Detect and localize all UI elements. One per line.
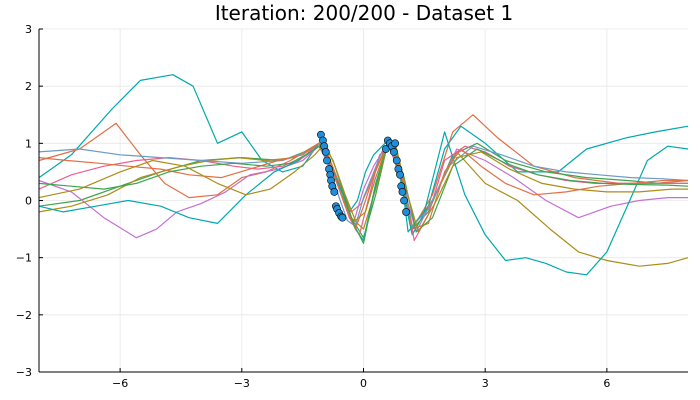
series-line-1 [38, 114, 689, 230]
x-tick-label-4: 6 [603, 377, 610, 390]
y-tick-label-5: 2 [25, 80, 32, 93]
series-line-3 [38, 142, 688, 239]
x-tick-label-1: −3 [234, 377, 250, 390]
y-tick-label-2: −1 [16, 252, 32, 265]
series-line-9 [38, 142, 689, 244]
data-point-23 [396, 170, 404, 179]
grid [39, 28, 688, 373]
data-point-20 [391, 139, 400, 148]
chart-title: Iteration: 200/200 - Dataset 1 [215, 1, 513, 25]
data-point-21 [392, 156, 401, 165]
y-tick-label-0: −3 [16, 366, 32, 379]
series-line-10 [38, 142, 688, 233]
data-point-25 [398, 188, 407, 196]
data-point-27 [402, 208, 410, 216]
data-point-4 [323, 156, 331, 165]
x-tick-label-3: 3 [482, 377, 489, 390]
data-points [317, 130, 410, 222]
y-tick-label-6: 3 [25, 23, 32, 36]
y-tick-label-4: 1 [25, 137, 32, 150]
data-point-19 [390, 148, 398, 156]
data-point-9 [330, 188, 339, 196]
y-tick-label-3: 0 [25, 195, 32, 208]
data-point-26 [400, 196, 408, 205]
data-point-3 [321, 148, 330, 156]
series-line-7 [38, 142, 689, 227]
y-tick-label-1: −2 [16, 309, 32, 322]
x-tick-label-2: 0 [360, 377, 367, 390]
data-point-14 [338, 213, 347, 222]
x-tick-label-0: −6 [112, 377, 128, 390]
series-line-0 [38, 74, 689, 236]
series-line-8 [38, 142, 688, 230]
axes: −6 −3 0 3 6 −3 −2 −1 0 1 2 3 [16, 23, 688, 390]
